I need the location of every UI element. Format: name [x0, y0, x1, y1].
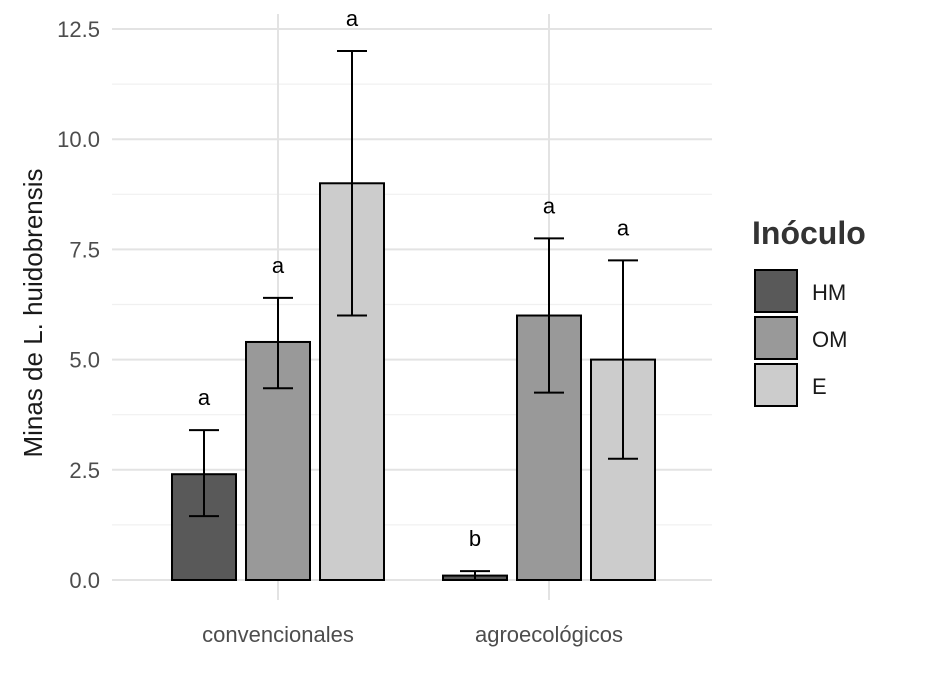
y-axis-ticks: 0.0 2.5 5.0 7.5 10.0 12.5 — [57, 17, 100, 593]
legend-title: Inóculo — [752, 215, 866, 251]
legend-label-hm: HM — [812, 280, 846, 305]
legend: Inóculo HM OM E — [752, 215, 866, 407]
y-tick-label: 5.0 — [69, 348, 100, 373]
significance-label: a — [543, 193, 556, 218]
y-tick-label: 7.5 — [69, 237, 100, 262]
y-axis-title: Minas de L. huidobrensis — [18, 168, 48, 457]
significance-label: a — [617, 215, 630, 240]
y-tick-label: 0.0 — [69, 568, 100, 593]
significance-label: a — [346, 6, 359, 31]
legend-items: HM OM E — [754, 269, 847, 407]
legend-key-om — [754, 316, 798, 360]
x-tick-label: agroecológicos — [475, 622, 623, 647]
y-tick-label: 10.0 — [57, 127, 100, 152]
significance-labels: a a a b a a — [198, 6, 630, 551]
y-tick-label: 2.5 — [69, 458, 100, 483]
bar-hm-convencionales — [171, 473, 237, 582]
error-bars — [189, 50, 638, 581]
legend-key-hm — [754, 269, 798, 313]
bar-om-convencionales — [245, 340, 311, 581]
legend-label-om: OM — [812, 327, 847, 352]
legend-label-e: E — [812, 374, 827, 399]
x-tick-label: convencionales — [202, 622, 354, 647]
legend-key-e — [754, 363, 798, 407]
y-tick-label: 12.5 — [57, 17, 100, 42]
bars — [171, 182, 656, 582]
x-axis-ticks: convencionales agroecológicos — [202, 622, 623, 647]
significance-label: a — [198, 385, 211, 410]
significance-label: a — [272, 253, 285, 278]
significance-label: b — [469, 526, 481, 551]
